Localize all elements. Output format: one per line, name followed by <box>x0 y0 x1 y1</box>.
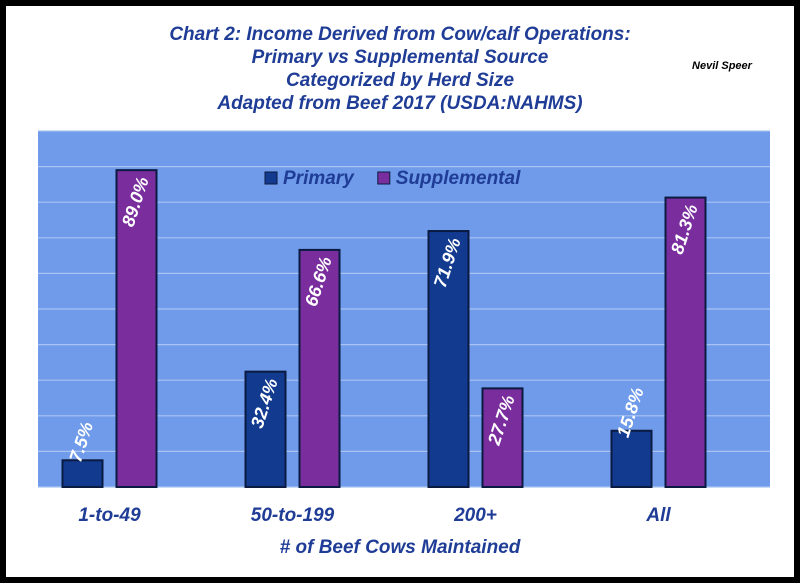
bar <box>115 169 158 488</box>
bar <box>298 248 341 488</box>
legend-label: Primary <box>283 168 355 189</box>
legend-swatch <box>264 171 278 185</box>
bar <box>244 370 287 489</box>
bar <box>481 387 524 488</box>
bar <box>664 196 707 489</box>
x-tick-label: 50-to-199 <box>251 505 335 526</box>
chart-title: Adapted from Beef 2017 (USDA:NAHMS) <box>216 93 582 114</box>
x-tick-label: 200+ <box>453 505 497 526</box>
legend-swatch <box>377 171 391 185</box>
legend-label: Supplemental <box>396 168 521 189</box>
bar <box>610 429 653 489</box>
chart-title: Chart 2: Income Derived from Cow/calf Op… <box>169 24 630 45</box>
x-axis-label: # of Beef Cows Maintained <box>280 537 521 558</box>
x-tick-label: All <box>645 505 671 526</box>
chart-title: Primary vs Supplemental Source <box>252 47 549 68</box>
author: Nevil Speer <box>692 60 753 72</box>
chart-title: Categorized by Herd Size <box>286 70 514 91</box>
x-tick-label: 1-to-49 <box>78 505 141 526</box>
bar <box>427 230 470 488</box>
bar <box>61 459 104 488</box>
